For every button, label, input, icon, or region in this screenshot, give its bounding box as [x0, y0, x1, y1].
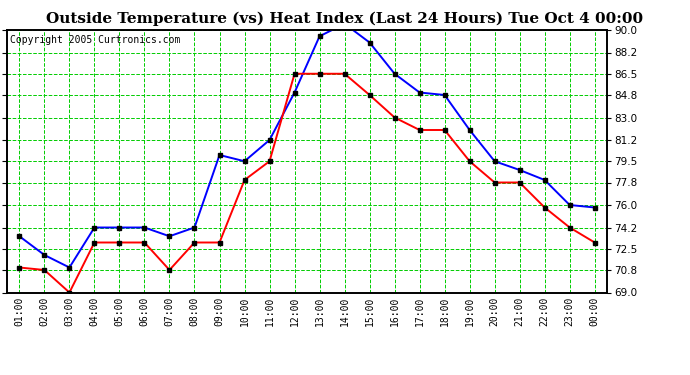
Text: 21:00: 21:00	[515, 296, 524, 326]
Text: 22:00: 22:00	[540, 296, 550, 326]
Text: 19:00: 19:00	[464, 296, 475, 326]
Text: 15:00: 15:00	[364, 296, 375, 326]
Text: 03:00: 03:00	[64, 296, 75, 326]
Text: 02:00: 02:00	[39, 296, 50, 326]
Text: 12:00: 12:00	[290, 296, 299, 326]
Text: 14:00: 14:00	[339, 296, 350, 326]
Text: 01:00: 01:00	[14, 296, 24, 326]
Text: 10:00: 10:00	[239, 296, 250, 326]
Text: Outside Temperature (vs) Heat Index (Last 24 Hours) Tue Oct 4 00:00: Outside Temperature (vs) Heat Index (Las…	[46, 11, 644, 26]
Text: 05:00: 05:00	[115, 296, 124, 326]
Text: 11:00: 11:00	[264, 296, 275, 326]
Text: 17:00: 17:00	[415, 296, 424, 326]
Text: 18:00: 18:00	[440, 296, 450, 326]
Text: 04:00: 04:00	[90, 296, 99, 326]
Text: 23:00: 23:00	[564, 296, 575, 326]
Text: 20:00: 20:00	[490, 296, 500, 326]
Text: 13:00: 13:00	[315, 296, 324, 326]
Text: 07:00: 07:00	[164, 296, 175, 326]
Text: 16:00: 16:00	[390, 296, 400, 326]
Text: 08:00: 08:00	[190, 296, 199, 326]
Text: 09:00: 09:00	[215, 296, 224, 326]
Text: 00:00: 00:00	[590, 296, 600, 326]
Text: Copyright 2005 Curtronics.com: Copyright 2005 Curtronics.com	[10, 35, 180, 45]
Text: 06:00: 06:00	[139, 296, 150, 326]
